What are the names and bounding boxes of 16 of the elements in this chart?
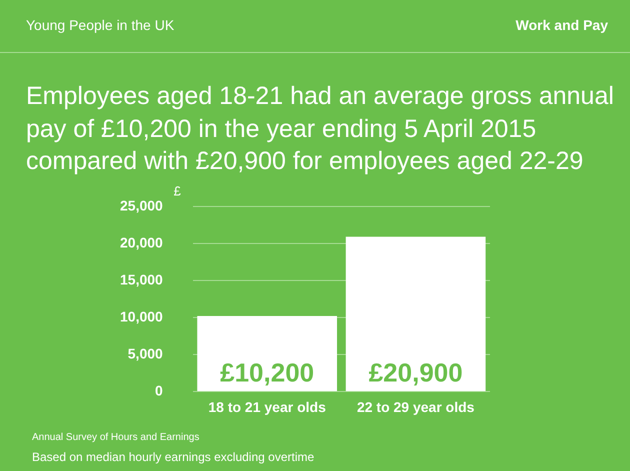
x-tick-label: 18 to 21 year olds [208,398,326,415]
data-label: £20,900 [368,357,463,388]
y-tick-label: 20,000 [120,234,164,250]
text: Based on median hourly earnings excluding overtime [32,450,314,464]
data-label: £10,200 [220,357,314,388]
chart-title: Employees aged 18-21 had an average gross annual pay of £10,200 in the year ending 5 April 2015 compared with £20,900 for employees aged 22-29 [26,81,615,177]
x-tick-label: 22 to 29 year olds [356,398,475,415]
y-tick-label: 15,000 [120,271,164,288]
y-tick-label: 5,000 [128,345,164,362]
text: Annual Survey of Hours and Earnings [32,432,200,443]
y-tick-label: 10,000 [120,308,164,324]
y-axis-title: £ [174,183,182,198]
y-tick-label: 25,000 [120,197,164,214]
chart-subtitle: Young People in the UK [26,17,174,33]
y-tick-label: 0 [155,382,164,398]
text: Work and Pay [516,17,608,33]
